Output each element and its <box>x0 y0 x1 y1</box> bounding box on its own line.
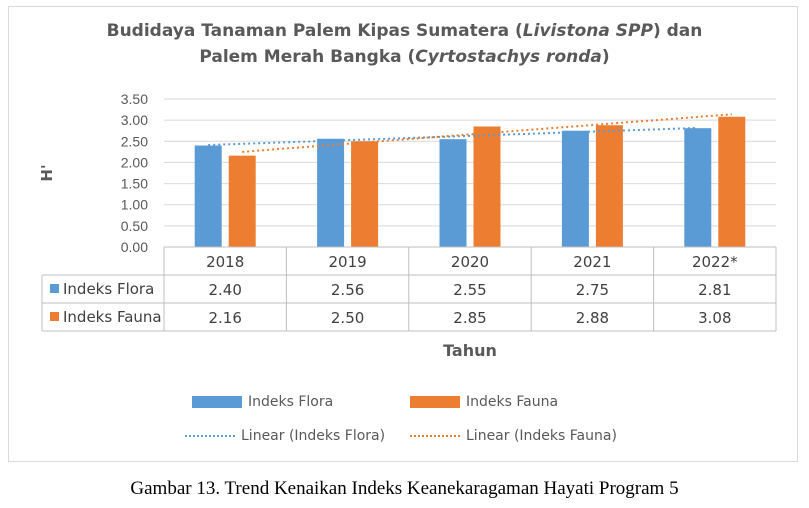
bar-flora <box>439 139 467 247</box>
legend-label-flora: Indeks Flora <box>248 394 334 410</box>
table-legend-key-fauna <box>50 312 59 321</box>
legend-item-flora: Indeks Flora <box>192 394 333 410</box>
y-tick-label: 3.00 <box>121 112 148 128</box>
trendline-flora <box>208 126 698 147</box>
table-legend-key-flora <box>50 284 59 293</box>
y-tick-label: 2.00 <box>121 154 148 170</box>
data-label: 2.85 <box>453 309 486 327</box>
data-label: 3.08 <box>698 309 731 327</box>
bar-flora <box>194 145 222 247</box>
trendline-fauna <box>242 113 732 153</box>
category-label: 2020 <box>451 253 489 271</box>
data-label: 2.40 <box>208 281 241 299</box>
chart-title: Budidaya Tanaman Palem Kipas Sumatera (L… <box>0 18 809 70</box>
data-label: 2.81 <box>698 281 731 299</box>
figure-caption: Gambar 13. Trend Kenaikan Indeks Keaneka… <box>130 478 679 499</box>
category-label: 2022* <box>692 253 738 271</box>
data-label: 2.75 <box>576 281 609 299</box>
y-axis-label: H' <box>38 164 56 181</box>
legend-line-flora-trend <box>185 435 235 437</box>
y-tick-label: 2.50 <box>121 133 148 149</box>
legend-line-fauna-trend <box>410 435 460 437</box>
category-label: 2018 <box>206 253 244 271</box>
legend: Indeks Flora Indeks Fauna Linear (Indeks… <box>0 388 809 448</box>
legend-swatch-fauna <box>410 396 460 408</box>
bar-flora <box>561 130 589 247</box>
bar-fauna <box>718 116 746 247</box>
legend-label-fauna-trend: Linear (Indeks Fauna) <box>466 428 617 444</box>
bar-fauna <box>351 141 379 247</box>
data-label: 2.16 <box>208 309 241 327</box>
title-line-1: Budidaya Tanaman Palem Kipas Sumatera (L… <box>106 21 703 41</box>
y-tick-label: 1.00 <box>121 197 148 213</box>
y-tick-label: 0.00 <box>121 239 148 255</box>
title-line-2: Palem Merah Bangka (Cyrtostachys ronda) <box>199 47 610 67</box>
bar-fauna <box>595 125 623 247</box>
data-label: 2.50 <box>331 309 364 327</box>
chart-frame <box>8 6 798 462</box>
table-series-name: Indeks Fauna <box>63 308 162 326</box>
bar-fauna <box>228 155 256 247</box>
legend-label-fauna: Indeks Fauna <box>466 394 559 410</box>
bar-flora <box>684 128 712 247</box>
legend-swatch-flora <box>192 396 242 408</box>
legend-label-flora-trend: Linear (Indeks Flora) <box>241 428 386 444</box>
legend-item-fauna: Indeks Fauna <box>410 394 558 410</box>
y-tick-label: 1.50 <box>121 176 148 192</box>
category-label: 2019 <box>329 253 367 271</box>
data-label: 2.56 <box>331 281 364 299</box>
category-label: 2021 <box>573 253 611 271</box>
table-series-name: Indeks Flora <box>63 280 154 298</box>
bar-flora <box>317 138 345 247</box>
bar-fauna <box>473 126 501 247</box>
y-tick-label: 3.50 <box>121 91 148 107</box>
data-label: 2.55 <box>453 281 486 299</box>
legend-item-fauna-trend: Linear (Indeks Fauna) <box>410 428 617 444</box>
data-label: 2.88 <box>576 309 609 327</box>
x-axis-label: Tahun <box>443 341 497 360</box>
y-tick-label: 0.50 <box>121 218 148 234</box>
legend-item-flora-trend: Linear (Indeks Flora) <box>185 428 385 444</box>
